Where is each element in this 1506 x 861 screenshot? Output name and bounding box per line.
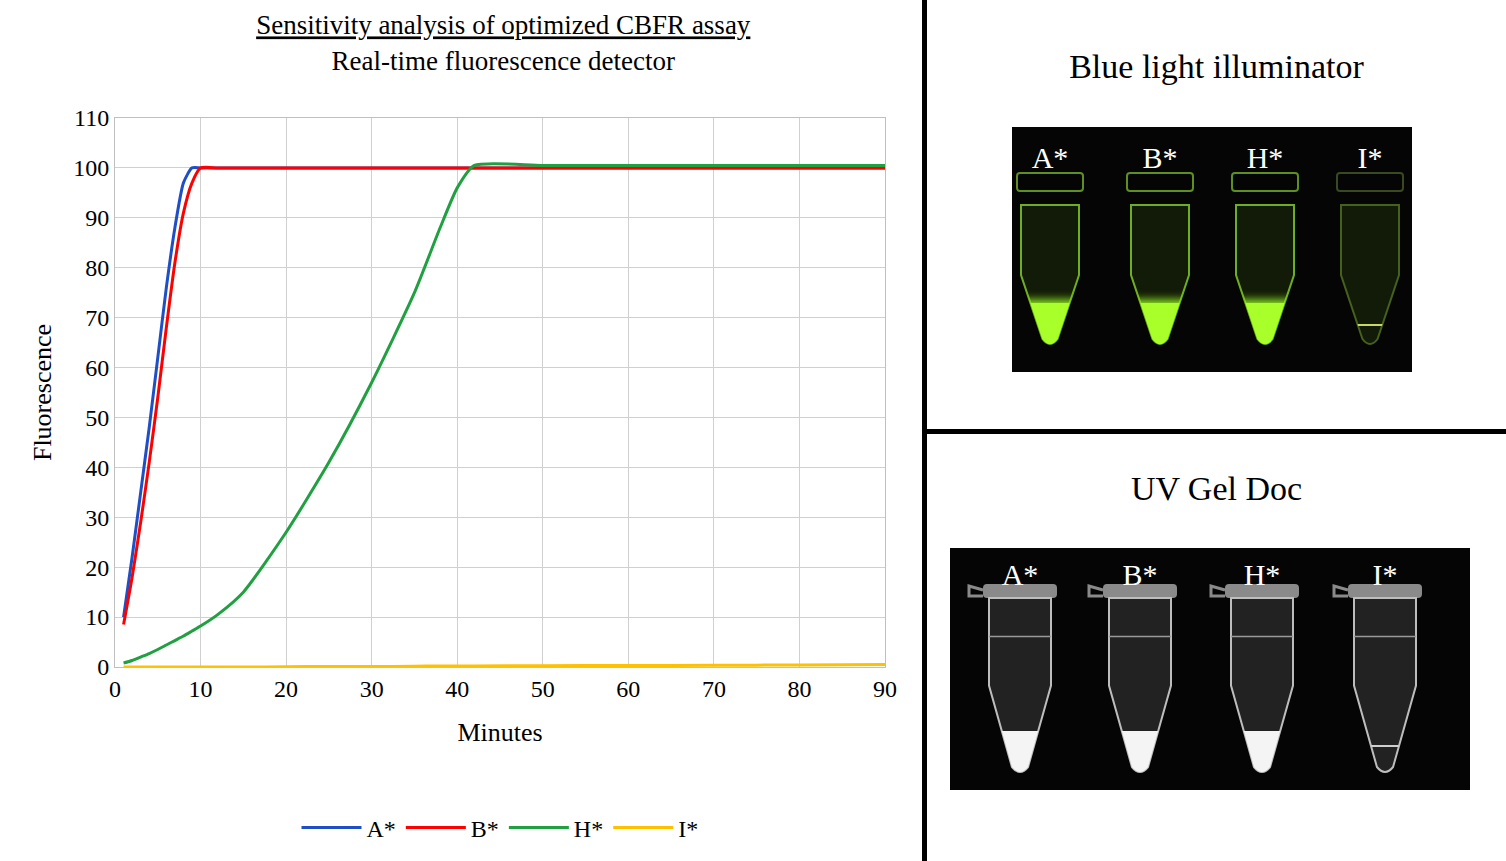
svg-text:30: 30 <box>85 505 109 531</box>
svg-text:A*: A* <box>367 816 396 842</box>
svg-text:H*: H* <box>1247 141 1284 174</box>
svg-text:70: 70 <box>85 305 109 331</box>
svg-text:40: 40 <box>445 676 469 702</box>
svg-text:H*: H* <box>1244 558 1281 591</box>
svg-text:20: 20 <box>85 555 109 581</box>
svg-text:Sensitivity analysis of optimi: Sensitivity analysis of optimized CBFR a… <box>256 10 751 75</box>
svg-text:Blue light illuminator: Blue light illuminator <box>1069 48 1364 85</box>
svg-text:40: 40 <box>85 455 109 481</box>
svg-text:0: 0 <box>109 676 121 702</box>
svg-text:60: 60 <box>616 676 640 702</box>
svg-text:10: 10 <box>85 604 109 630</box>
svg-text:B*: B* <box>471 816 499 842</box>
svg-text:10: 10 <box>189 676 213 702</box>
svg-text:50: 50 <box>531 676 555 702</box>
svg-text:90: 90 <box>873 676 897 702</box>
svg-text:80: 80 <box>85 255 109 281</box>
svg-text:Fluorescence: Fluorescence <box>28 324 57 461</box>
svg-text:100: 100 <box>73 155 109 181</box>
svg-text:A*: A* <box>1032 141 1069 174</box>
svg-text:30: 30 <box>360 676 384 702</box>
svg-text:B*: B* <box>1122 558 1157 591</box>
svg-text:80: 80 <box>787 676 811 702</box>
svg-text:0: 0 <box>97 654 109 680</box>
svg-text:Minutes: Minutes <box>457 718 542 747</box>
svg-text:90: 90 <box>85 205 109 231</box>
svg-text:A*: A* <box>1002 558 1039 591</box>
svg-text:70: 70 <box>702 676 726 702</box>
svg-text:I*: I* <box>678 816 698 842</box>
svg-text:60: 60 <box>85 355 109 381</box>
svg-text:I*: I* <box>1373 558 1398 591</box>
svg-text:H*: H* <box>574 816 603 842</box>
svg-text:50: 50 <box>85 405 109 431</box>
svg-text:20: 20 <box>274 676 298 702</box>
svg-text:I*: I* <box>1358 141 1383 174</box>
svg-text:B*: B* <box>1142 141 1177 174</box>
svg-text:110: 110 <box>74 105 109 131</box>
svg-text:UV Gel Doc: UV Gel Doc <box>1131 470 1302 507</box>
